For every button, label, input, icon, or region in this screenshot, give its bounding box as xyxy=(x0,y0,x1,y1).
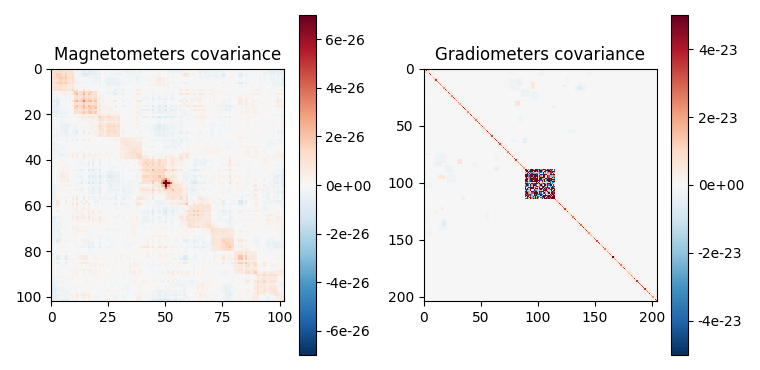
Title: Gradiometers covariance: Gradiometers covariance xyxy=(435,46,645,64)
Title: Magnetometers covariance: Magnetometers covariance xyxy=(54,46,281,64)
